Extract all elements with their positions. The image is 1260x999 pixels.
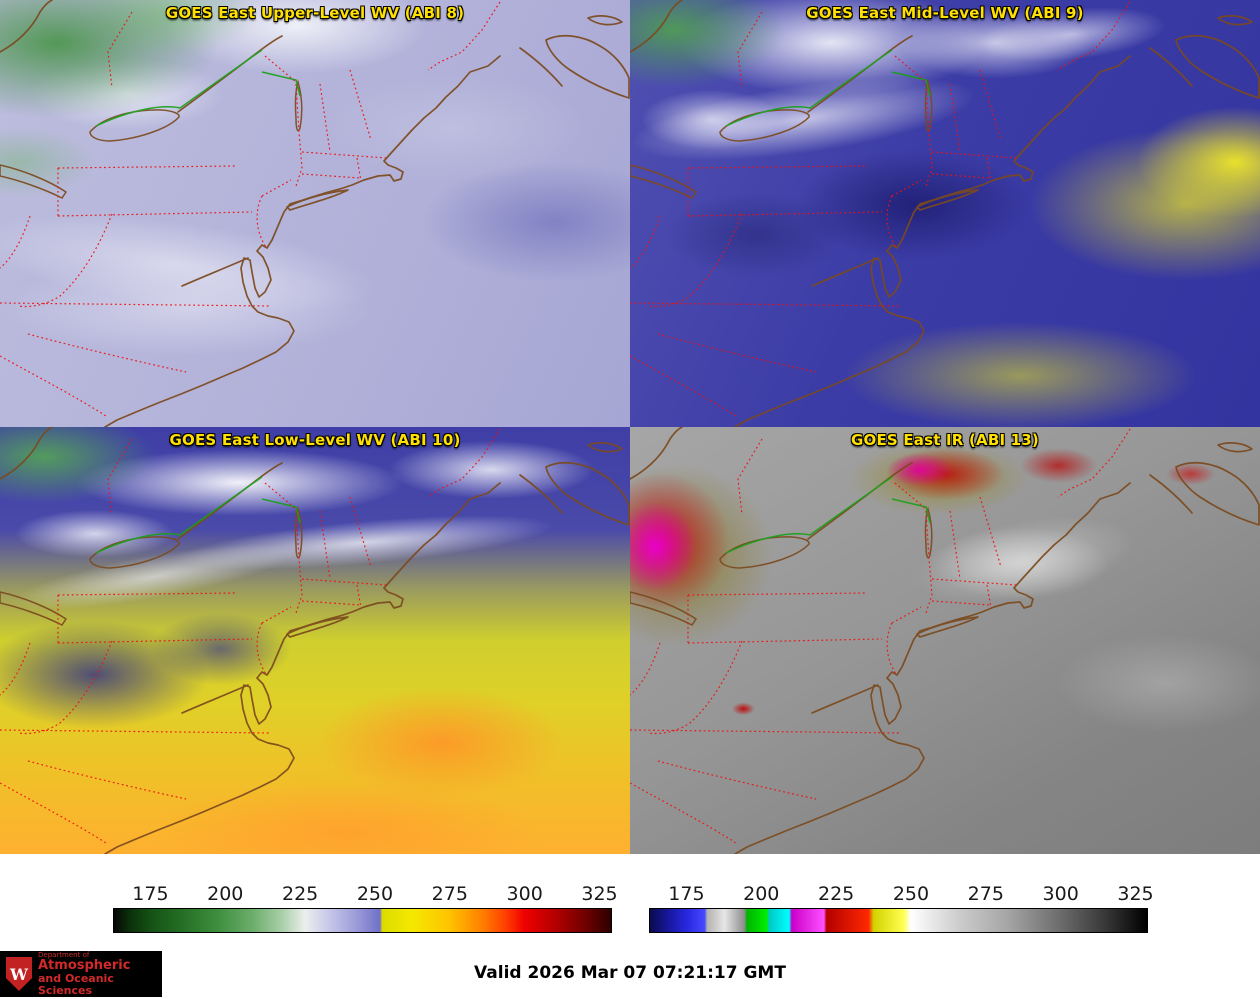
tick-label: 275 <box>967 883 1004 905</box>
tick-label: 200 <box>207 883 244 905</box>
crest-letter: W <box>10 964 28 984</box>
logo-line-2: Atmospheric <box>38 958 131 974</box>
panel-upper-level-wv: GOES East Upper-Level WV (ABI 8) <box>0 0 630 427</box>
panel-title-upper-wv: GOES East Upper-Level WV (ABI 8) <box>165 4 465 22</box>
tick-label: 300 <box>506 883 543 905</box>
panel-ir: GOES East IR (ABI 13) <box>630 427 1260 854</box>
tick-label: 175 <box>668 883 705 905</box>
footer: W Department of Atmospheric and Oceanic … <box>0 949 1260 999</box>
tick-label: 300 <box>1042 883 1079 905</box>
panel-low-level-wv: GOES East Low-Level WV (ABI 10) <box>0 427 630 854</box>
uw-crest-icon: W <box>6 957 32 991</box>
panel-grid: GOES East Upper-Level WV (ABI 8) GOES Ea… <box>0 0 1260 854</box>
logo-line-1: Department of <box>38 950 90 959</box>
uw-aos-logo: W Department of Atmospheric and Oceanic … <box>0 951 162 997</box>
map-overlay <box>0 427 630 854</box>
map-overlay <box>630 0 1260 427</box>
tick-label: 275 <box>431 883 468 905</box>
panel-title-low-wv: GOES East Low-Level WV (ABI 10) <box>169 431 461 449</box>
logo-text: Department of Atmospheric and Oceanic Sc… <box>38 950 156 997</box>
tick-label: 200 <box>743 883 780 905</box>
logo-line-3: and Oceanic Sciences <box>38 971 114 997</box>
wv-colorbar-gradient <box>113 908 612 933</box>
tick-label: 225 <box>281 883 319 905</box>
ir-colorbar-ticks: 175 200 225 250 275 300 325 <box>649 878 1153 908</box>
ir-colorbar: 175 200 225 250 275 300 325 <box>649 878 1154 949</box>
map-overlay <box>630 427 1260 854</box>
panel-title-mid-wv: GOES East Mid-Level WV (ABI 9) <box>806 4 1084 22</box>
tick-label: 325 <box>1117 883 1154 905</box>
colorbar-row: 175 200 225 250 275 300 325 175 200 225 … <box>0 854 1260 949</box>
tick-label: 225 <box>817 883 855 905</box>
map-overlay <box>0 0 630 427</box>
tick-label: 250 <box>356 883 394 905</box>
tick-label: 250 <box>892 883 930 905</box>
ir-colorbar-gradient <box>649 908 1148 933</box>
panel-title-ir: GOES East IR (ABI 13) <box>850 431 1039 449</box>
panel-mid-level-wv: GOES East Mid-Level WV (ABI 9) <box>630 0 1260 427</box>
tick-label: 175 <box>132 883 169 905</box>
wv-colorbar: 175 200 225 250 275 300 325 <box>113 878 618 949</box>
wv-colorbar-ticks: 175 200 225 250 275 300 325 <box>113 878 617 908</box>
valid-time-label: Valid 2026 Mar 07 07:21:17 GMT <box>474 963 786 983</box>
tick-label: 325 <box>581 883 618 905</box>
